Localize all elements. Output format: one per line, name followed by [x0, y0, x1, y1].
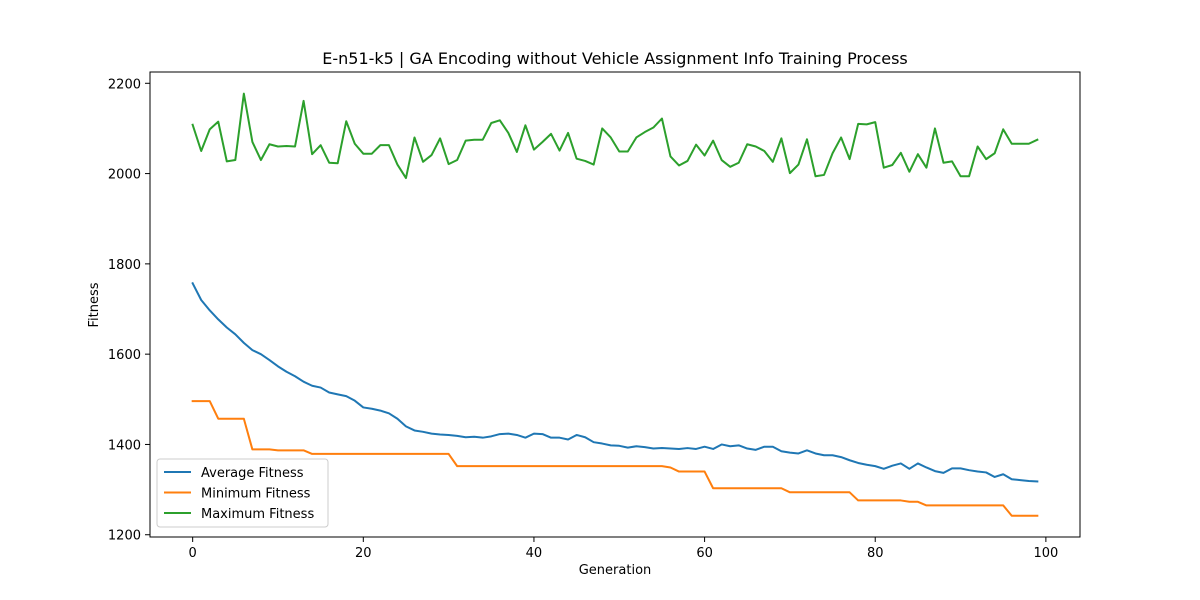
- x-tick-label: 100: [1033, 546, 1058, 561]
- series-line-minimum-fitness: [191, 400, 1039, 517]
- x-axis-label: Generation: [579, 563, 652, 578]
- legend-label-minimum-fitness: Minimum Fitness: [201, 487, 311, 502]
- series-line-average-fitness: [191, 281, 1039, 483]
- x-tick-label: 60: [696, 546, 713, 561]
- x-tick-label: 0: [189, 546, 197, 561]
- legend-label-average-fitness: Average Fitness: [201, 466, 304, 481]
- series-layer: [191, 92, 1039, 517]
- legend: Average Fitness Minimum Fitness Maximum Fi…: [156, 458, 329, 528]
- legend-box: [156, 458, 329, 528]
- x-tick-label: 40: [526, 546, 543, 561]
- legend-label-maximum-fitness: Maximum Fitness: [201, 507, 314, 522]
- y-tick-label: 2200: [108, 77, 141, 92]
- y-tick-label: 1600: [108, 348, 141, 363]
- series-line-maximum-fitness: [191, 92, 1039, 180]
- plot-frame: [149, 71, 1081, 538]
- y-tick-label: 2000: [108, 168, 141, 183]
- y-tick-label: 1200: [108, 529, 141, 544]
- y-tick-label: 1800: [108, 258, 141, 273]
- y-axis-label: Fitness: [87, 282, 102, 327]
- y-tick-label: 1400: [108, 438, 141, 453]
- ticks-layer: 0 20 40 60 80 100 1200 1400 1600 1800 2000 2200: [108, 77, 1058, 561]
- x-tick-label: 80: [867, 546, 884, 561]
- chart-title: E-n51-k5 | GA Encoding without Vehicle A…: [322, 49, 908, 68]
- x-tick-label: 20: [355, 546, 372, 561]
